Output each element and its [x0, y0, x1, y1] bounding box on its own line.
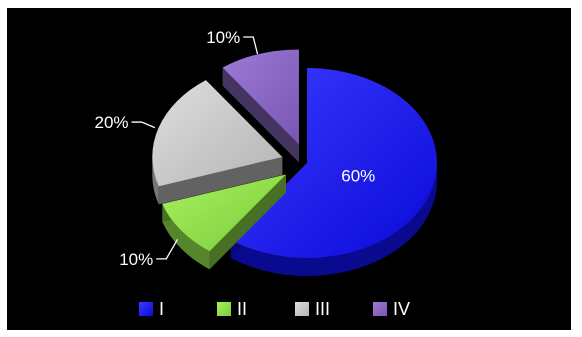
- pie-slice-iv: [222, 49, 299, 163]
- leader-line-iii: [131, 121, 156, 129]
- legend-swatch-ii: [217, 302, 231, 316]
- legend-item-i: I: [139, 299, 164, 319]
- legend-swatch-iii: [295, 302, 309, 316]
- data-label-i: 60%: [341, 166, 375, 185]
- legend-item-ii: II: [217, 299, 247, 319]
- pie-chart: 60%10%20%10% I II III IV: [94, 28, 437, 319]
- leader-line-ii: [156, 238, 179, 260]
- data-label-iv: 10%: [206, 28, 240, 47]
- legend-label-iii: III: [315, 299, 330, 319]
- legend-swatch-i: [139, 302, 153, 316]
- chart-frame: 60% 10% 20% 10% I II III IV: [7, 8, 571, 330]
- data-label-ii: 10%: [119, 250, 153, 269]
- legend-label-i: I: [159, 299, 164, 319]
- legend-item-iii: III: [295, 299, 330, 319]
- legend-swatch-iv: [373, 302, 387, 316]
- leader-line-iv: [243, 36, 259, 55]
- legend-label-iv: IV: [393, 299, 410, 319]
- pie-slice-iii: [152, 80, 283, 205]
- legend-label-ii: II: [237, 299, 247, 319]
- legend: I II III IV: [139, 299, 410, 319]
- pie-slice-ii: [162, 174, 286, 270]
- legend-item-iv: IV: [373, 299, 410, 319]
- pie-slice-i: [230, 68, 437, 276]
- data-label-iii: 20%: [94, 113, 128, 132]
